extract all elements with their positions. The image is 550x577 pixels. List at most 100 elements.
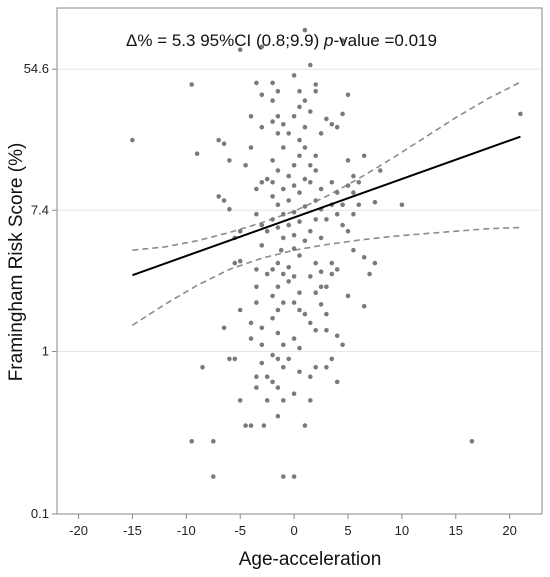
data-point-112 xyxy=(291,246,297,251)
data-point-190 xyxy=(372,260,378,266)
data-point-172 xyxy=(340,342,345,348)
y-tick-label-0: 0.1 xyxy=(31,506,49,521)
data-point-17 xyxy=(237,307,243,313)
data-point-103 xyxy=(291,183,297,188)
data-point-21 xyxy=(237,398,243,403)
data-point-52 xyxy=(261,423,267,428)
data-point-56 xyxy=(275,114,281,119)
data-point-44 xyxy=(259,325,265,331)
data-point-91 xyxy=(297,88,302,94)
x-tick-label-1: -15 xyxy=(123,523,142,538)
data-point-188 xyxy=(361,254,367,260)
data-point-155 xyxy=(324,116,329,122)
data-point-12 xyxy=(227,158,232,163)
data-point-185 xyxy=(345,228,351,234)
data-point-120 xyxy=(302,311,308,317)
data-point-93 xyxy=(297,104,302,110)
data-point-81 xyxy=(281,342,286,348)
data-point-89 xyxy=(281,474,286,479)
data-point-173 xyxy=(324,328,329,333)
data-point-86 xyxy=(275,385,281,390)
data-point-71 xyxy=(278,247,284,253)
annotation-p: p xyxy=(323,31,333,50)
data-point-128 xyxy=(302,27,308,33)
data-point-181 xyxy=(345,183,351,188)
data-point-10 xyxy=(221,198,227,203)
data-point-175 xyxy=(334,379,340,385)
data-point-135 xyxy=(308,163,313,168)
data-point-29 xyxy=(259,124,265,130)
data-point-180 xyxy=(351,173,356,179)
data-point-194 xyxy=(367,271,372,277)
data-point-26 xyxy=(254,80,259,86)
data-point-73 xyxy=(270,267,275,272)
data-point-132 xyxy=(308,109,313,114)
data-point-6 xyxy=(211,474,216,479)
data-point-171 xyxy=(334,333,340,339)
data-point-178 xyxy=(345,92,351,98)
data-point-147 xyxy=(318,284,324,290)
data-point-100 xyxy=(291,163,297,168)
data-point-38 xyxy=(259,243,265,248)
data-point-27 xyxy=(259,92,265,98)
data-point-9 xyxy=(216,194,221,199)
data-point-35 xyxy=(254,211,259,217)
x-axis-title: Age-acceleration xyxy=(239,549,382,570)
data-points xyxy=(130,27,523,479)
data-point-53 xyxy=(270,80,275,86)
data-point-139 xyxy=(313,198,319,203)
data-point-15 xyxy=(237,258,243,264)
data-point-153 xyxy=(308,374,313,380)
data-point-166 xyxy=(329,260,335,266)
data-point-116 xyxy=(286,279,292,284)
data-point-28 xyxy=(248,114,254,119)
plot-frame xyxy=(56,7,543,515)
data-point-168 xyxy=(334,267,340,272)
data-point-151 xyxy=(313,328,319,333)
data-point-4 xyxy=(189,439,194,444)
data-point-196 xyxy=(399,202,405,208)
data-point-179 xyxy=(345,158,351,163)
y-tick-label-1: 1 xyxy=(42,344,49,359)
data-point-70 xyxy=(281,235,286,241)
data-point-82 xyxy=(270,352,275,358)
y-tick-label-3: 54.6 xyxy=(24,61,49,76)
data-point-123 xyxy=(286,356,292,362)
annotation-p-value: -value =0.019 xyxy=(333,31,437,50)
data-point-50 xyxy=(254,385,259,390)
x-tick-label-2: -10 xyxy=(177,523,196,538)
data-point-96 xyxy=(297,137,302,143)
ci-upper-line xyxy=(132,81,521,251)
data-point-133 xyxy=(318,131,324,136)
data-point-43 xyxy=(248,320,254,326)
data-point-8 xyxy=(221,141,227,146)
data-point-110 xyxy=(291,232,297,238)
data-point-54 xyxy=(275,88,281,94)
data-point-14 xyxy=(237,228,243,234)
data-point-169 xyxy=(324,284,329,290)
data-point-75 xyxy=(275,284,281,290)
data-point-108 xyxy=(297,219,302,224)
x-axis-ticks: -20 -15 -10 -5 0 5 10 15 20 xyxy=(69,514,517,538)
data-point-158 xyxy=(340,111,345,117)
data-point-148 xyxy=(313,290,319,296)
data-point-138 xyxy=(318,186,324,192)
data-point-18 xyxy=(221,325,227,331)
data-point-177 xyxy=(340,38,345,43)
data-point-145 xyxy=(318,269,324,275)
data-point-1 xyxy=(189,82,194,87)
data-point-67 xyxy=(281,211,286,217)
data-point-24 xyxy=(237,47,243,52)
x-tick-label-7: 15 xyxy=(449,523,463,538)
data-point-63 xyxy=(270,180,275,185)
data-point-57 xyxy=(270,119,275,124)
y-axis-title: Framingham Risk Score (%) xyxy=(6,143,27,382)
data-point-39 xyxy=(254,267,259,272)
data-point-195 xyxy=(378,168,383,173)
data-point-130 xyxy=(313,82,319,87)
data-point-152 xyxy=(313,365,319,370)
data-point-121 xyxy=(291,336,297,341)
data-point-198 xyxy=(518,111,523,117)
data-point-156 xyxy=(329,122,335,127)
